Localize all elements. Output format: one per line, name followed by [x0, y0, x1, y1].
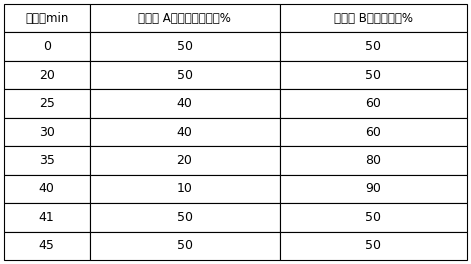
Bar: [279, 146, 467, 175]
Bar: [279, 61, 467, 89]
Text: 50: 50: [177, 69, 193, 82]
Bar: [279, 4, 467, 32]
Bar: [89, 175, 279, 203]
Bar: [279, 175, 467, 203]
Bar: [4, 61, 89, 89]
Bar: [4, 118, 89, 146]
Text: 流动相 A（去离子水），%: 流动相 A（去离子水），%: [138, 12, 231, 25]
Text: 45: 45: [39, 239, 55, 252]
Bar: [279, 203, 467, 232]
Bar: [89, 61, 279, 89]
Bar: [4, 89, 89, 118]
Text: 50: 50: [365, 69, 382, 82]
Bar: [89, 232, 279, 260]
Text: 50: 50: [177, 211, 193, 224]
Bar: [279, 232, 467, 260]
Text: 30: 30: [39, 125, 55, 139]
Bar: [4, 175, 89, 203]
Bar: [89, 118, 279, 146]
Text: 50: 50: [365, 239, 382, 252]
Text: 50: 50: [177, 40, 193, 53]
Bar: [89, 32, 279, 61]
Bar: [4, 232, 89, 260]
Text: 60: 60: [365, 125, 382, 139]
Text: 时间，min: 时间，min: [25, 12, 68, 25]
Text: 20: 20: [39, 69, 55, 82]
Bar: [4, 32, 89, 61]
Text: 35: 35: [39, 154, 55, 167]
Bar: [4, 146, 89, 175]
Text: 10: 10: [177, 182, 193, 195]
Text: 40: 40: [177, 125, 193, 139]
Text: 25: 25: [39, 97, 55, 110]
Text: 80: 80: [365, 154, 382, 167]
Bar: [279, 89, 467, 118]
Text: 40: 40: [177, 97, 193, 110]
Bar: [279, 32, 467, 61]
Bar: [89, 4, 279, 32]
Text: 50: 50: [177, 239, 193, 252]
Bar: [89, 203, 279, 232]
Text: 90: 90: [365, 182, 382, 195]
Bar: [279, 118, 467, 146]
Bar: [89, 89, 279, 118]
Bar: [89, 146, 279, 175]
Text: 流动相 B（乙腕），%: 流动相 B（乙腕），%: [334, 12, 413, 25]
Text: 60: 60: [365, 97, 382, 110]
Text: 0: 0: [43, 40, 51, 53]
Bar: [4, 4, 89, 32]
Bar: [4, 203, 89, 232]
Text: 50: 50: [365, 40, 382, 53]
Text: 40: 40: [39, 182, 55, 195]
Text: 50: 50: [365, 211, 382, 224]
Text: 20: 20: [177, 154, 193, 167]
Text: 41: 41: [39, 211, 55, 224]
